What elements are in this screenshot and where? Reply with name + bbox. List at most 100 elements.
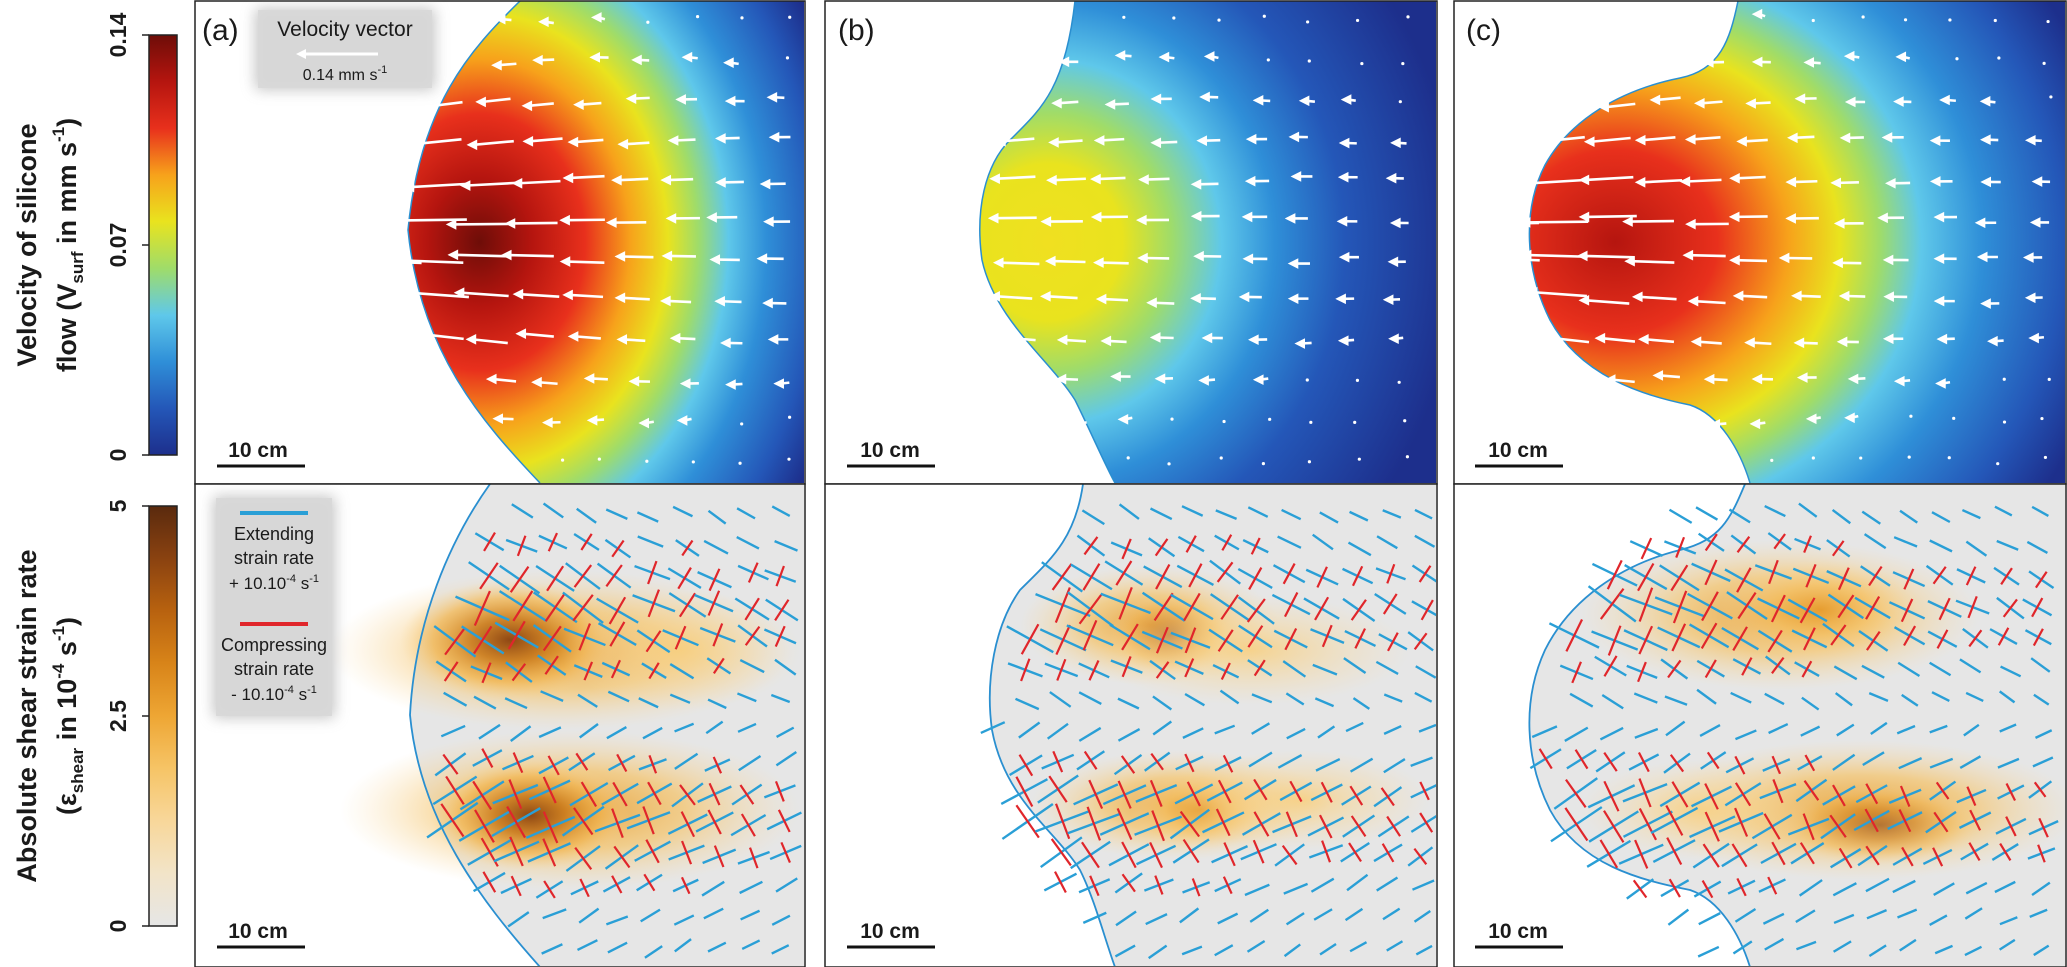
compressing-strain-mark [509, 566, 530, 593]
compressing-strain-mark [612, 781, 628, 807]
velocity-arrowhead [1090, 173, 1101, 185]
velocity-dot [1261, 461, 1266, 466]
extending-strain-mark [1117, 728, 1141, 742]
velocity-arrowhead [1844, 412, 1855, 424]
velocity-dot [1217, 18, 1221, 22]
velocity-arrow [618, 177, 649, 182]
compressing-strain-mark [583, 661, 594, 681]
compressing-strain-mark [1933, 811, 1949, 833]
compressing-strain-mark [1419, 812, 1434, 833]
extending-strain-mark [1898, 757, 1923, 770]
extending-strain-mark [1929, 661, 1952, 677]
velocity-arrow [1691, 136, 1721, 141]
velocity-arrowhead [1287, 293, 1299, 304]
velocity-arrow [1641, 178, 1683, 184]
velocity-dot [1955, 57, 1959, 61]
compressing-strain-mark [1081, 841, 1100, 869]
velocity-arrow [1585, 214, 1637, 219]
velocity-arrow [1590, 136, 1631, 144]
velocity-arrow [1629, 219, 1674, 223]
compressing-strain-mark [1386, 563, 1396, 584]
compressing-strain-mark [1829, 814, 1847, 838]
velocity-dot [1307, 460, 1312, 464]
velocity-arrowhead [1751, 56, 1763, 68]
extending-strain-mark [1247, 506, 1269, 518]
compressing-strain-mark [1185, 535, 1197, 553]
extending-strain-mark [1929, 724, 1948, 734]
velocity-arrowhead [681, 51, 693, 63]
velocity-arrowhead [1114, 50, 1126, 61]
velocity-arrowhead [763, 216, 774, 227]
velocity-arrowhead [1736, 136, 1747, 147]
velocity-arrowhead [1040, 291, 1051, 302]
velocity-arrow [410, 182, 470, 189]
extending-strain-mark [1346, 873, 1369, 892]
velocity-arrowhead [1531, 136, 1542, 148]
compressing-strain-mark [1771, 755, 1782, 775]
velocity-dot [1405, 455, 1410, 459]
velocity-arrowhead [1093, 135, 1105, 146]
extending-strain-mark [1410, 756, 1433, 767]
velocity-arrowhead [616, 334, 628, 345]
compressing-strain-mark [1903, 568, 1915, 590]
extending-strain-mark [1344, 907, 1364, 922]
compressing-strain-mark [1830, 624, 1847, 646]
compressing-strain-mark [547, 532, 559, 552]
velocity-arrowhead [1685, 218, 1696, 230]
velocity-arrow [528, 102, 554, 108]
velocity-arrowhead [494, 13, 506, 25]
velocity-arrowhead [1749, 418, 1761, 430]
compressing-strain-mark [508, 779, 523, 810]
extending-strain-mark [1929, 539, 1953, 553]
velocity-dot [1309, 420, 1313, 424]
velocity-dot [1305, 378, 1309, 382]
velocity-dot [1403, 419, 1407, 423]
compressing-strain-mark [1382, 593, 1398, 615]
compressing-strain-mark [440, 803, 465, 838]
colorbar-tick-label: 0.07 [105, 223, 131, 268]
compressing-strain-mark [443, 661, 459, 682]
extending-strain-mark [1319, 511, 1339, 524]
compressing-strain-mark [1868, 565, 1883, 587]
compressing-strain-mark [1799, 842, 1815, 865]
compressing-strain-mark [2035, 571, 2048, 589]
compressing-strain-mark [542, 838, 557, 867]
velocity-arrowhead [2024, 134, 2036, 146]
velocity-dot [1903, 18, 1908, 22]
compressing-strain-mark [740, 813, 756, 837]
extending-strain-mark [1314, 697, 1335, 708]
compressing-strain-mark [1865, 783, 1879, 805]
extending-strain-mark [2031, 881, 2051, 897]
velocity-arrowhead [768, 131, 780, 143]
compressing-strain-mark [1386, 815, 1401, 837]
extending-strain-mark [1634, 727, 1659, 739]
extending-strain-mark [510, 725, 532, 742]
velocity-dot [788, 15, 792, 19]
velocity-arrow [580, 101, 602, 106]
compressing-strain-mark [1701, 879, 1714, 899]
compressing-strain-mark [1802, 813, 1815, 841]
velocity-arrow [566, 260, 605, 264]
velocity-arrowhead [1634, 176, 1646, 188]
panel-a-strain [194, 483, 806, 967]
compressing-strain-mark [1078, 593, 1103, 625]
compressing-strain-mark [774, 625, 786, 648]
velocity-arrowhead [1520, 178, 1531, 189]
extending-strain-mark [736, 535, 760, 550]
extending-strain-mark [1959, 658, 1982, 674]
compressing-strain-mark [1736, 877, 1747, 897]
extending-strain-mark [1219, 689, 1240, 705]
extending-strain-mark [669, 663, 695, 680]
compressing-strain-mark [2002, 598, 2018, 618]
extending-strain-mark [1997, 757, 2020, 769]
velocity-arrow [1538, 135, 1585, 144]
extending-strain-mark [1184, 692, 1205, 707]
compressing-strain-mark [1348, 842, 1362, 863]
extending-strain-mark [1633, 692, 1658, 704]
compressing-strain-mark [713, 845, 725, 868]
compressing-strain-mark [744, 597, 760, 621]
velocity-arrowhead [1385, 172, 1397, 184]
velocity-arrow [1053, 177, 1086, 182]
compressing-strain-mark [1015, 776, 1034, 807]
compressing-strain-mark [1154, 538, 1169, 557]
